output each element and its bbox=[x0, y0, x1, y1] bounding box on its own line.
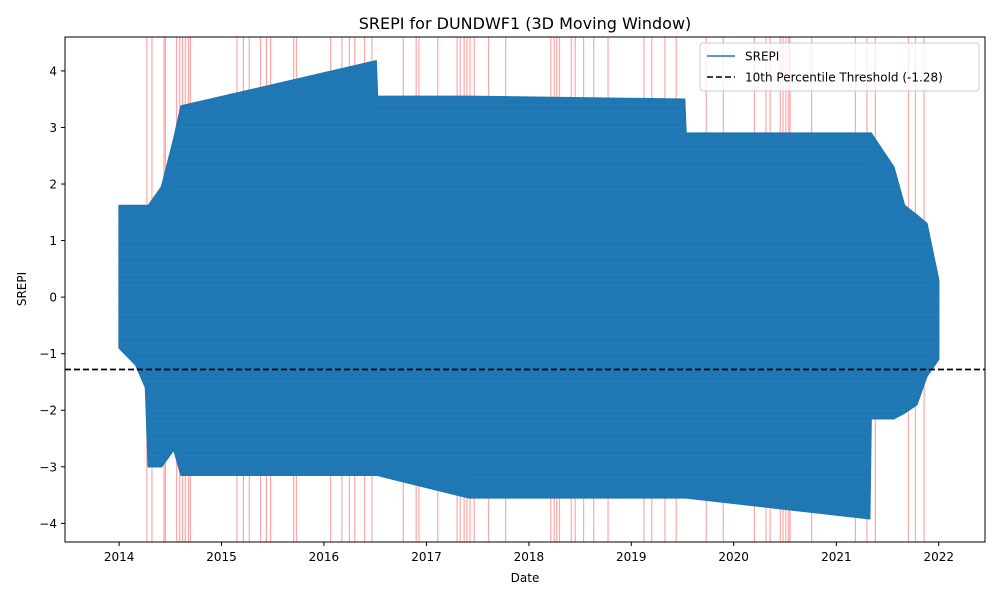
x-tick-label: 2019 bbox=[616, 550, 647, 564]
chart-title: SREPI for DUNDWF1 (3D Moving Window) bbox=[359, 14, 692, 33]
y-tick-label: 1 bbox=[49, 234, 57, 248]
y-axis: −4 −3 −2 −1 0 1 2 3 4 bbox=[39, 64, 65, 531]
y-tick-label: 0 bbox=[49, 291, 57, 305]
y-tick-label: 2 bbox=[49, 178, 57, 192]
x-axis: 2014 2015 2016 2017 2018 2019 2020 2021 2022 bbox=[104, 542, 954, 564]
x-tick-label: 2020 bbox=[718, 550, 749, 564]
x-axis-label: Date bbox=[511, 571, 540, 585]
legend-label-threshold: 10th Percentile Threshold (-1.28) bbox=[745, 71, 943, 85]
x-tick-label: 2015 bbox=[206, 550, 237, 564]
y-tick-label: −3 bbox=[39, 460, 57, 474]
y-tick-label: −4 bbox=[39, 517, 57, 531]
srepi-series bbox=[118, 60, 940, 520]
legend: SREPI 10th Percentile Threshold (-1.28) bbox=[699, 42, 980, 92]
y-tick-label: −1 bbox=[39, 347, 57, 361]
x-tick-label: 2022 bbox=[923, 550, 954, 564]
legend-label-srepi: SREPI bbox=[745, 50, 779, 64]
series-layer bbox=[118, 60, 940, 520]
plot-frame bbox=[64, 36, 986, 543]
x-tick-label: 2016 bbox=[309, 550, 340, 564]
y-axis-label: SREPI bbox=[15, 272, 29, 306]
x-tick-label: 2018 bbox=[514, 550, 545, 564]
x-tick-label: 2021 bbox=[821, 550, 852, 564]
y-tick-label: 3 bbox=[49, 121, 57, 135]
x-tick-label: 2014 bbox=[104, 550, 135, 564]
y-tick-label: −2 bbox=[39, 404, 57, 418]
x-tick-label: 2017 bbox=[411, 550, 442, 564]
y-tick-label: 4 bbox=[49, 64, 57, 78]
legend-box bbox=[699, 42, 980, 92]
